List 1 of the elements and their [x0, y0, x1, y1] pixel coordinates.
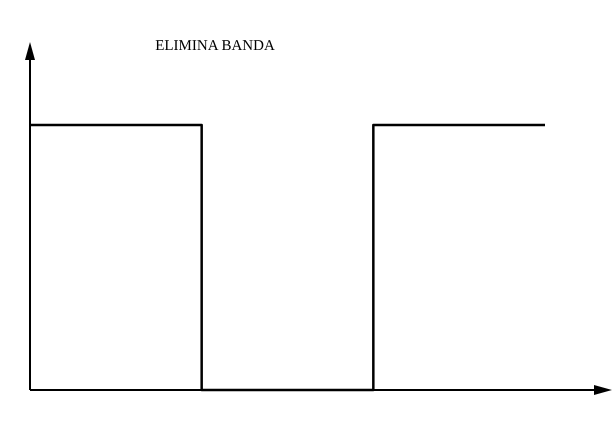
chart-title: ELIMINA BANDA	[155, 38, 275, 54]
